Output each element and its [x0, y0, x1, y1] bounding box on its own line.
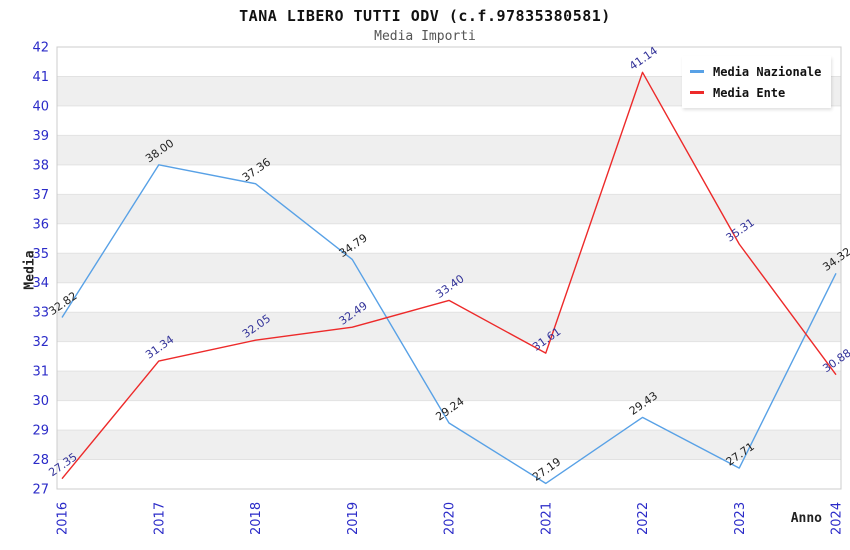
- y-tick-label: 35: [32, 247, 49, 262]
- x-tick-label: 2016: [56, 502, 71, 535]
- y-tick-label: 34: [32, 276, 49, 291]
- y-tick-label: 31: [32, 365, 49, 380]
- x-tick-label: 2020: [443, 502, 458, 535]
- y-tick-label: 27: [32, 483, 49, 498]
- y-tick-label: 37: [32, 188, 49, 203]
- grid-band: [57, 430, 841, 460]
- x-tick-label: 2019: [346, 502, 361, 535]
- legend-swatch-media-ente-icon: [690, 91, 704, 94]
- x-tick-label: 2023: [733, 502, 748, 535]
- y-tick-label: 30: [32, 394, 49, 409]
- grid-band: [57, 194, 841, 224]
- y-tick-label: 28: [32, 453, 49, 468]
- grid-band: [57, 371, 841, 401]
- x-axis-title: Anno: [790, 511, 822, 526]
- legend-label-media-nazionale: Media Nazionale: [713, 64, 822, 79]
- grid-band: [57, 253, 841, 283]
- legend-entry-media-ente: Media Ente: [690, 82, 821, 103]
- x-tick-label: 2021: [539, 502, 554, 535]
- y-tick-label: 29: [32, 424, 49, 439]
- grid-band: [57, 312, 841, 342]
- legend-swatch-media-nazionale-icon: [690, 70, 704, 73]
- grid-band: [57, 135, 841, 165]
- y-axis-title: Media: [22, 250, 38, 290]
- y-tick-label: 41: [32, 70, 49, 85]
- legend-entry-media-nazionale: Media Nazionale: [690, 61, 821, 82]
- x-tick-label: 2022: [636, 502, 651, 535]
- plot-border: [56, 46, 842, 490]
- y-tick-label: 33: [32, 306, 49, 321]
- x-tick-label: 2018: [249, 502, 264, 535]
- point-label-media-ente: 41.14: [627, 44, 660, 73]
- series-line-media-nazionale: [61, 164, 837, 485]
- y-tick-label: 36: [32, 217, 49, 232]
- y-tick-label: 32: [32, 335, 49, 350]
- x-tick-label: 2017: [152, 502, 167, 535]
- y-tick-label: 40: [32, 99, 49, 114]
- y-tick-label: 39: [32, 129, 49, 144]
- legend: Media Nazionale Media Ente: [682, 56, 832, 108]
- x-tick-label: 2024: [830, 502, 845, 535]
- series-line-media-ente: [61, 71, 837, 480]
- y-tick-label: 38: [32, 158, 49, 173]
- y-tick-label: 42: [32, 41, 49, 56]
- legend-label-media-ente: Media Ente: [713, 85, 786, 100]
